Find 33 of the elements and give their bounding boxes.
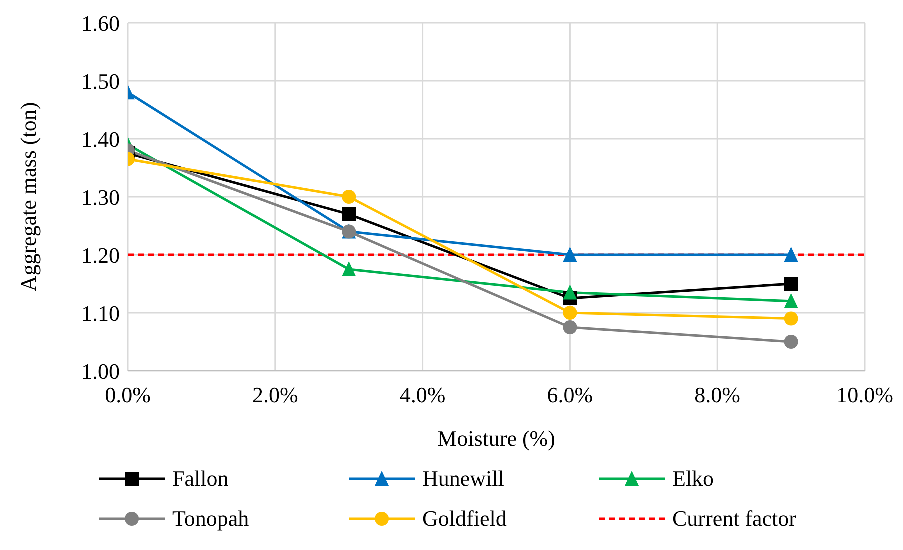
- legend-label: Fallon: [172, 466, 229, 492]
- point: [784, 247, 798, 262]
- legend-label: Hunewill: [422, 466, 504, 492]
- y-tick-label: 1.20: [82, 242, 120, 268]
- x-axis-title: Moisture (%): [438, 426, 556, 451]
- point: [342, 190, 356, 204]
- point: [784, 293, 798, 308]
- y-tick-label: 1.00: [82, 358, 120, 384]
- y-tick-label: 1.50: [82, 68, 120, 94]
- x-tick-label: 6.0%: [547, 382, 594, 408]
- point: [563, 306, 578, 320]
- y-tick-label: 1.40: [82, 126, 120, 152]
- x-tick-label: 8.0%: [694, 382, 741, 408]
- point: [563, 284, 578, 300]
- point: [784, 312, 798, 326]
- x-tick-label: 4.0%: [400, 382, 446, 408]
- legend-label: Goldfield: [422, 506, 507, 532]
- legend-label: Tonopah: [172, 506, 250, 532]
- legend-label: Elko: [672, 466, 714, 492]
- y-tick-label: 1.10: [82, 300, 120, 326]
- x-tick-label: 10.0%: [836, 382, 894, 408]
- point: [784, 335, 798, 349]
- point: [563, 320, 578, 334]
- x-tick-label: 0.0%: [105, 382, 151, 408]
- point: [342, 207, 356, 222]
- point: [563, 247, 578, 262]
- y-axis-title: Aggregate mass (ton): [16, 102, 41, 292]
- point: [784, 277, 798, 291]
- y-tick-label: 1.30: [82, 184, 120, 210]
- y-tick-label: 1.60: [82, 10, 120, 36]
- legend-label: Current factor: [672, 506, 796, 532]
- x-tick-label: 2.0%: [252, 382, 298, 408]
- point: [342, 262, 356, 276]
